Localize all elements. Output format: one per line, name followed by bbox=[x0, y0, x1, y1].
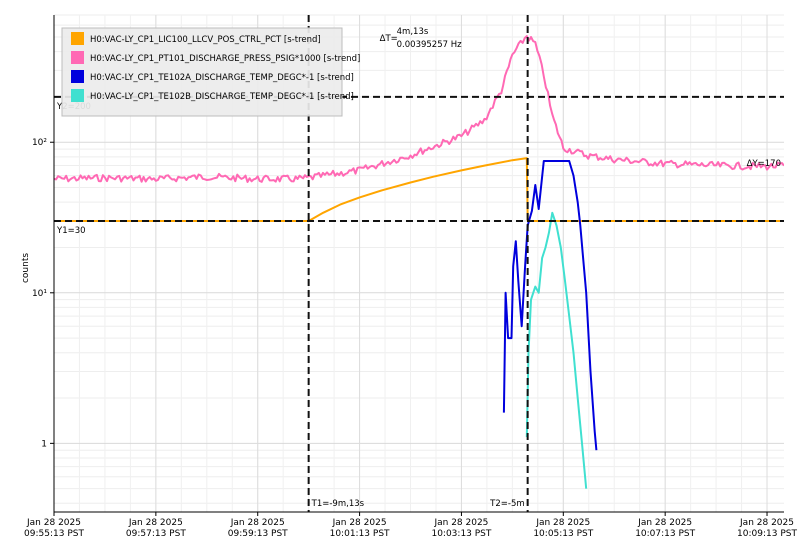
x-cursor-label: T2=-5m bbox=[489, 499, 524, 509]
legend-box bbox=[61, 27, 343, 117]
y-tick-label: 10² bbox=[32, 138, 47, 148]
y-cursor-label: Y1=30 bbox=[56, 226, 86, 236]
x-tick-label-date: Jan 28 2025 bbox=[637, 518, 692, 528]
y-axis-label: counts bbox=[21, 253, 31, 283]
series-line-3 bbox=[502, 160, 598, 451]
legend[interactable]: H0:VAC-LY_CP1_LIC100_LLCV_POS_CTRL_PCT [… bbox=[61, 27, 360, 117]
x-tick-label-date: Jan 28 2025 bbox=[332, 518, 387, 528]
legend-swatch bbox=[71, 32, 84, 45]
legend-entry[interactable]: H0:VAC-LY_CP1_TE102B_DISCHARGE_TEMP_DEGC… bbox=[90, 92, 354, 102]
x-tick-label-date: Jan 28 2025 bbox=[433, 518, 488, 528]
x-tick-label-time: 10:03:13 PST bbox=[431, 529, 491, 539]
x-tick-label-date: Jan 28 2025 bbox=[535, 518, 590, 528]
delta-t-frequency: 0.00395257 Hz bbox=[397, 40, 462, 50]
x-tick-label-date: Jan 28 2025 bbox=[739, 518, 794, 528]
series-line-4 bbox=[525, 211, 588, 489]
legend-swatch bbox=[71, 51, 84, 64]
x-tick-label-time: 09:57:13 PST bbox=[126, 529, 186, 539]
series-layer bbox=[54, 35, 784, 489]
x-tick-label-time: 10:05:13 PST bbox=[533, 529, 593, 539]
x-tick-label-date: Jan 28 2025 bbox=[128, 518, 183, 528]
series-line-2 bbox=[54, 35, 784, 183]
legend-entry[interactable]: H0:VAC-LY_CP1_PT101_DISCHARGE_PRESS_PSIG… bbox=[90, 54, 360, 64]
x-tick-label-date: Jan 28 2025 bbox=[230, 518, 285, 528]
delta-t-value: 4m,13s bbox=[397, 27, 429, 37]
x-tick-label-date: Jan 28 2025 bbox=[26, 518, 81, 528]
legend-swatch bbox=[71, 89, 84, 102]
legend-entry[interactable]: H0:VAC-LY_CP1_TE102A_DISCHARGE_TEMP_DEGC… bbox=[90, 73, 354, 83]
x-cursor-label: T1=-9m,13s bbox=[311, 499, 365, 509]
x-tick-label-time: 09:59:13 PST bbox=[228, 529, 288, 539]
delta-t-label: ΔT= bbox=[380, 34, 398, 44]
legend-swatch bbox=[71, 70, 84, 83]
x-tick-label-time: 09:55:13 PST bbox=[24, 529, 84, 539]
y-tick-label: 1 bbox=[41, 439, 47, 449]
x-tick-label-time: 10:09:13 PST bbox=[737, 529, 797, 539]
legend-entry[interactable]: H0:VAC-LY_CP1_LIC100_LLCV_POS_CTRL_PCT [… bbox=[90, 35, 321, 45]
annotation-layer: ΔT=4m,13s 0.00395257 Hz ΔY=170 bbox=[380, 27, 781, 169]
y-tick-label: 10¹ bbox=[32, 289, 47, 299]
series-line-1 bbox=[54, 157, 784, 222]
delta-y-label: ΔY=170 bbox=[747, 159, 781, 169]
x-tick-label-time: 10:01:13 PST bbox=[330, 529, 390, 539]
x-tick-label-time: 10:07:13 PST bbox=[635, 529, 695, 539]
